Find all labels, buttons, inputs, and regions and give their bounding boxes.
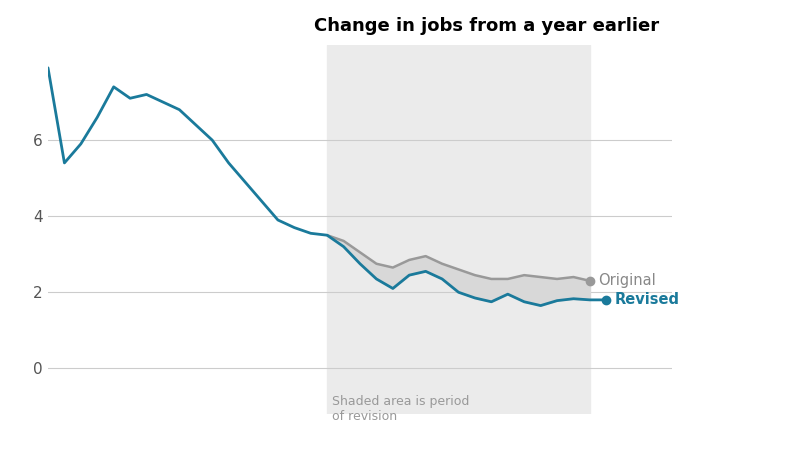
Text: Change in jobs from a year earlier: Change in jobs from a year earlier bbox=[314, 17, 659, 35]
Text: Original: Original bbox=[598, 273, 656, 288]
Text: Revised: Revised bbox=[614, 292, 679, 307]
Text: Shaded area is period
of revision: Shaded area is period of revision bbox=[332, 395, 470, 423]
Bar bbox=[327, 45, 590, 414]
